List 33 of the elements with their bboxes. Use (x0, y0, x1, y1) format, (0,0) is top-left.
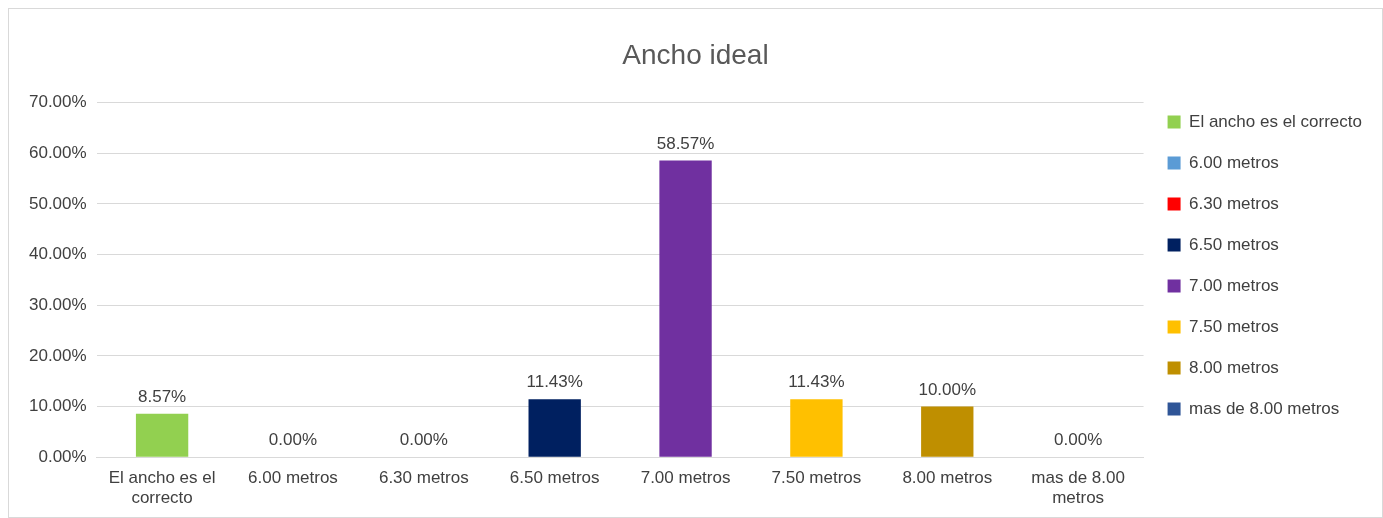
data-label: 0.00% (399, 430, 448, 450)
y-tick-label: 70.00% (28, 92, 87, 112)
y-tick-label: 10.00% (28, 396, 87, 416)
x-tick-label: 6.00 metros (248, 468, 338, 488)
x-tick-label: mas de 8.00 metros (1031, 468, 1125, 508)
y-tick-label: 60.00% (28, 142, 87, 162)
legend-label: 7.00 metros (1189, 275, 1279, 295)
x-tick-label: 7.00 metros (640, 468, 731, 488)
data-label: 0.00% (268, 430, 318, 450)
x-tick-label: 7.50 metros (771, 468, 862, 488)
x-tick-label: 8.00 metros (902, 468, 993, 488)
data-label: 58.57% (656, 133, 715, 153)
data-label: 10.00% (918, 379, 977, 399)
y-tick-label: 20.00% (28, 345, 87, 365)
x-tick-label: El ancho es el correcto (108, 468, 216, 508)
y-tick-label: 30.00% (28, 294, 87, 314)
y-tick-label: 0.00% (38, 446, 87, 466)
data-label: 11.43% (526, 372, 583, 392)
legend-label: 6.50 metros (1189, 234, 1279, 254)
legend-label: mas de 8.00 metros (1189, 398, 1340, 418)
legend-label: 8.00 metros (1189, 357, 1279, 377)
chart-title: Ancho ideal (622, 38, 769, 70)
legend-label: 7.50 metros (1189, 316, 1279, 336)
data-label: 11.43% (788, 372, 845, 392)
x-tick-label: 6.30 metros (378, 468, 469, 488)
legend-label: 6.00 metros (1189, 152, 1279, 172)
y-tick-label: 50.00% (28, 193, 87, 213)
data-label: 0.00% (1054, 430, 1103, 450)
x-tick-label: 6.50 metros (509, 468, 600, 488)
legend-label: El ancho es el correcto (1189, 111, 1362, 131)
data-label: 8.57% (137, 386, 187, 406)
y-tick-label: 40.00% (28, 244, 87, 264)
legend-label: 6.30 metros (1189, 193, 1279, 213)
